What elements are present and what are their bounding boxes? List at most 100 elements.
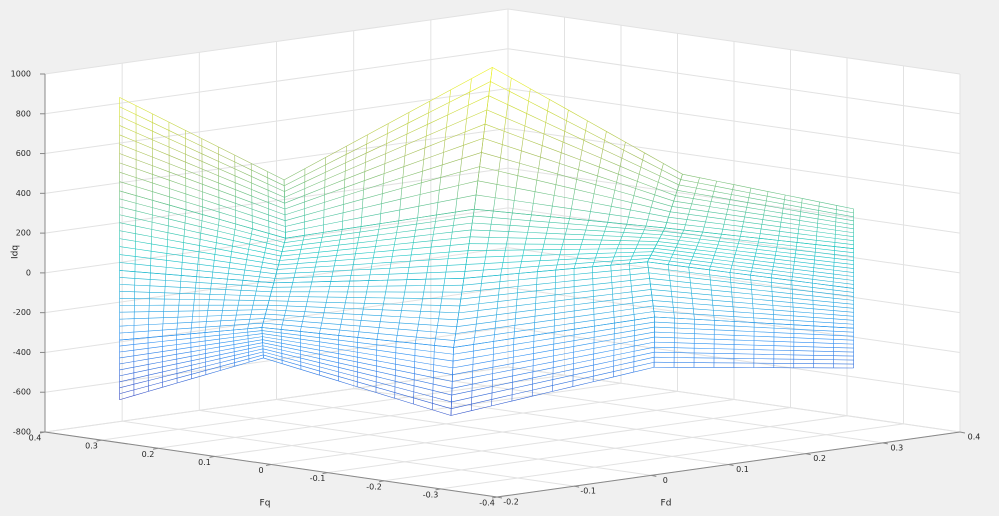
mesh-line [490,81,510,92]
mesh-line [492,375,513,381]
mesh-line [833,277,854,281]
mesh-line [235,315,237,321]
mesh-line [299,251,319,255]
mesh-line [176,346,191,350]
mesh-line [521,260,540,262]
mesh-line [283,244,303,248]
mesh-line [411,253,431,256]
mesh-line [668,264,689,268]
mesh-line [353,263,373,265]
mesh-line [365,291,367,298]
mesh-line [279,255,282,261]
mesh-line [357,366,377,372]
mesh-line [383,177,403,184]
mesh-line [626,216,629,225]
mesh-line [447,102,450,115]
mesh-line [675,243,678,248]
mesh-line [531,214,551,217]
mesh-line [296,266,316,269]
mesh-line [233,328,248,331]
mesh-line [342,308,345,314]
mesh-line [191,321,207,323]
mesh-line [256,290,272,293]
mesh-line [252,215,269,222]
mesh-line [245,259,247,265]
mesh-line [319,333,339,336]
mesh-line [435,218,455,222]
mesh-cell [473,67,683,229]
mesh-line [396,329,399,336]
mesh-line [734,321,755,323]
mesh-line [185,177,203,185]
mesh-line [417,206,420,218]
mesh-line [300,353,320,359]
mesh-line [218,325,221,332]
mesh-line [651,289,672,292]
mesh-line [624,224,628,229]
mesh-line [581,149,602,159]
mesh-line [364,173,385,181]
mesh-line [444,127,447,140]
mesh-line [527,232,547,234]
mesh-line [512,212,532,216]
mesh-line [634,336,655,342]
mesh-line [796,245,816,249]
x-tick-label: 0.4 [968,433,981,442]
mesh-line [697,182,716,187]
mesh-line [243,269,246,276]
mesh-line [555,264,558,271]
mesh-line [594,322,615,327]
mesh-line [152,156,170,164]
mesh-line [782,204,785,209]
mesh-line [135,150,153,158]
mesh-line [375,392,395,399]
mesh-line [151,221,169,227]
mesh-line [634,321,655,326]
mesh-line [644,152,664,164]
mesh-line [182,255,199,259]
mesh-line [236,305,239,311]
mesh-line [268,208,286,216]
mesh-line [552,380,574,386]
mesh-line [526,232,529,239]
mesh-line [371,257,374,264]
mesh-line [690,282,711,286]
mesh-line [812,299,834,303]
mesh-line [568,109,588,122]
mesh-line [357,361,377,367]
mesh-line [273,278,276,283]
mesh-line [345,162,366,172]
mesh-line [454,215,474,220]
mesh-line [558,254,561,260]
mesh-line [588,220,608,223]
mesh-line [414,367,434,372]
mesh-line [386,280,389,287]
mesh-line [299,249,302,255]
mesh-line [338,376,358,383]
mesh-line [413,240,433,243]
mesh-line [119,349,134,353]
y-tick-label: -0.4 [479,499,495,508]
mesh-line [307,301,327,303]
mesh-line [217,225,219,232]
mesh-line [574,308,594,312]
mesh-line [220,315,222,321]
mesh-line [697,177,700,183]
mesh-line [712,258,734,262]
mesh-line [629,274,632,281]
mesh-line [395,375,415,381]
mesh-line [650,251,653,256]
mesh-line [361,213,381,218]
mesh-line [471,229,491,232]
mesh-line [468,95,489,106]
mesh-line [395,369,415,375]
mesh-line [249,318,265,320]
mesh-line [119,106,137,115]
mesh-line [279,258,299,261]
mesh-line [247,327,262,330]
mesh-line [532,391,553,397]
mesh-line [793,315,814,318]
mesh-line [390,256,393,263]
mesh-line [176,360,192,365]
mesh-line [743,216,745,222]
